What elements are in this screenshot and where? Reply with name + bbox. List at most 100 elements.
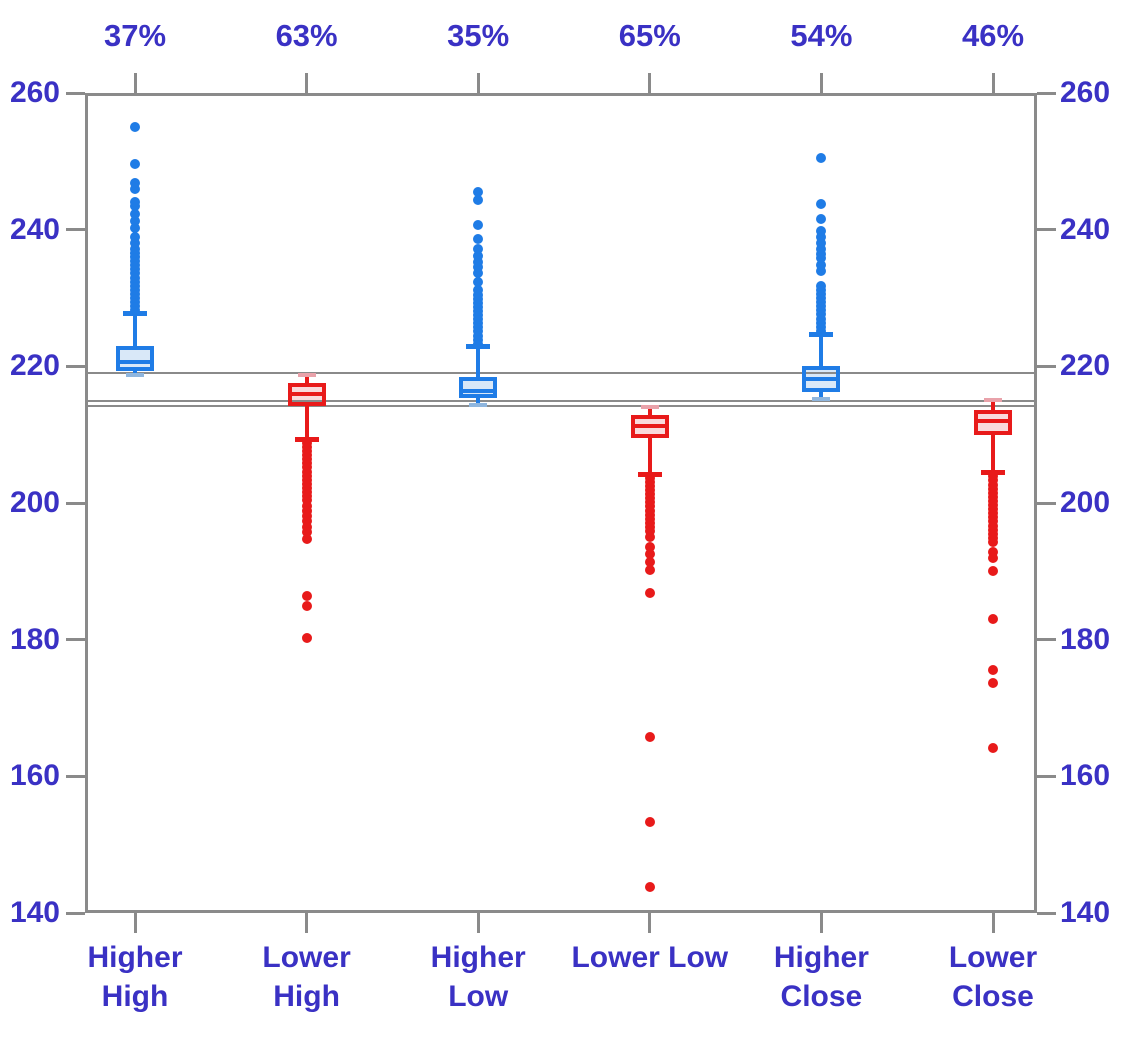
outlier-dot xyxy=(473,187,484,198)
y-axis-tick-left xyxy=(66,91,85,95)
box-border xyxy=(459,376,498,399)
upper-whisker xyxy=(819,334,824,366)
lower-whisker xyxy=(476,398,481,405)
y-axis-label-right: 220 xyxy=(1060,349,1111,383)
column-top-tick xyxy=(476,73,480,93)
category-label-line: Close xyxy=(952,980,1034,1013)
lower-whisker xyxy=(819,391,824,400)
y-axis-tick-right xyxy=(1037,501,1056,505)
y-axis-label-left: 260 xyxy=(9,76,60,109)
percent-label: 37% xyxy=(103,18,167,53)
outlier-dot xyxy=(130,216,140,227)
category-label-line: Lower Low xyxy=(571,941,729,974)
median-line xyxy=(116,359,154,364)
outlier-dot xyxy=(301,521,312,532)
outlier-dot xyxy=(988,536,998,547)
category-label: Higher Close xyxy=(721,938,921,1016)
outlier-dot xyxy=(130,237,140,248)
y-axis-tick-left xyxy=(66,228,85,232)
column-top-tick xyxy=(648,73,652,93)
lower-whisker xyxy=(304,405,309,440)
outlier-dot xyxy=(988,742,998,753)
upper-whisker xyxy=(304,375,309,383)
lower-whisker-cap xyxy=(469,402,488,407)
median-line xyxy=(802,377,841,382)
y-axis-label-left: 180 xyxy=(9,622,60,656)
y-axis-tick-right xyxy=(1037,91,1056,95)
percent-label: 54% xyxy=(790,18,853,53)
upper-whisker-cap xyxy=(640,404,659,409)
outlier-dot xyxy=(644,882,655,893)
outlier-dot xyxy=(130,243,140,254)
category-label: Higher High xyxy=(35,938,235,1016)
lower-whisker xyxy=(647,438,652,475)
category-label-line: High xyxy=(101,980,169,1013)
category-label: Lower High xyxy=(207,938,407,1016)
outlier-dot xyxy=(301,601,312,612)
outlier-dot xyxy=(473,251,484,262)
y-axis-label-right: 160 xyxy=(1060,759,1111,793)
outlier-dot xyxy=(130,208,140,219)
outlier-dot xyxy=(816,214,827,225)
category-label-line: Higher xyxy=(87,941,183,974)
box-fill xyxy=(459,376,498,399)
outlier-dot xyxy=(988,546,998,557)
outlier-dot xyxy=(816,237,827,248)
median-line xyxy=(459,388,498,393)
column-bottom-tick xyxy=(819,913,823,933)
outlier-dot xyxy=(301,516,312,527)
y-axis-label-left: 200 xyxy=(9,486,60,519)
outlier-dot xyxy=(816,249,827,260)
outlier-dot xyxy=(988,553,998,564)
column-top-tick xyxy=(133,73,137,93)
lower-whisker-cap xyxy=(126,373,144,378)
outlier-dot xyxy=(301,533,312,544)
y-axis-label-left: 140 xyxy=(9,896,60,929)
outlier-dot xyxy=(644,526,655,537)
median-line xyxy=(287,392,326,397)
percent-label: 46% xyxy=(961,18,1025,53)
outlier-dot xyxy=(816,260,827,271)
outlier-dot xyxy=(816,199,827,210)
column-bottom-tick xyxy=(305,913,309,933)
outlier-dot xyxy=(473,262,484,273)
reference-line xyxy=(85,404,1037,407)
y-axis-tick-right xyxy=(1037,774,1056,778)
column-top-tick xyxy=(819,73,823,93)
outlier-dot xyxy=(130,231,140,242)
plot-area-frame xyxy=(85,93,1037,913)
outlier-dot xyxy=(301,590,312,601)
outlier-dot xyxy=(644,564,655,575)
category-label-line: Low xyxy=(448,980,509,1013)
outlier-dot xyxy=(644,588,655,599)
outlier-dot xyxy=(473,257,484,268)
outlier-dot xyxy=(473,285,484,296)
outlier-dot xyxy=(988,665,998,676)
y-axis-label-left: 160 xyxy=(9,759,60,793)
y-axis-tick-left xyxy=(66,638,85,642)
upper-whisker xyxy=(991,399,995,411)
outlier-dot xyxy=(130,159,140,170)
y-axis-label-right: 260 xyxy=(1060,76,1111,109)
y-axis-tick-right xyxy=(1037,364,1056,368)
outlier-dot xyxy=(644,557,655,568)
y-axis-tick-left xyxy=(66,501,85,505)
percent-label: 63% xyxy=(275,18,338,53)
outlier-dot xyxy=(644,731,655,742)
outlier-dot xyxy=(473,244,484,255)
percent-label: 35% xyxy=(447,18,510,53)
outlier-dot xyxy=(816,226,827,237)
category-label-line: Higher xyxy=(430,941,526,974)
outlier-dot xyxy=(816,280,827,291)
category-label-line: Lower xyxy=(948,941,1038,974)
outlier-dot xyxy=(816,243,827,254)
outlier-dot xyxy=(301,632,312,643)
outlier-dot xyxy=(301,527,312,538)
y-axis-label-right: 240 xyxy=(1060,212,1111,246)
outlier-dot xyxy=(644,817,655,828)
median-line xyxy=(974,419,1012,423)
outlier-dot xyxy=(644,541,655,552)
box-border xyxy=(116,345,154,372)
outlier-dot xyxy=(473,234,484,245)
